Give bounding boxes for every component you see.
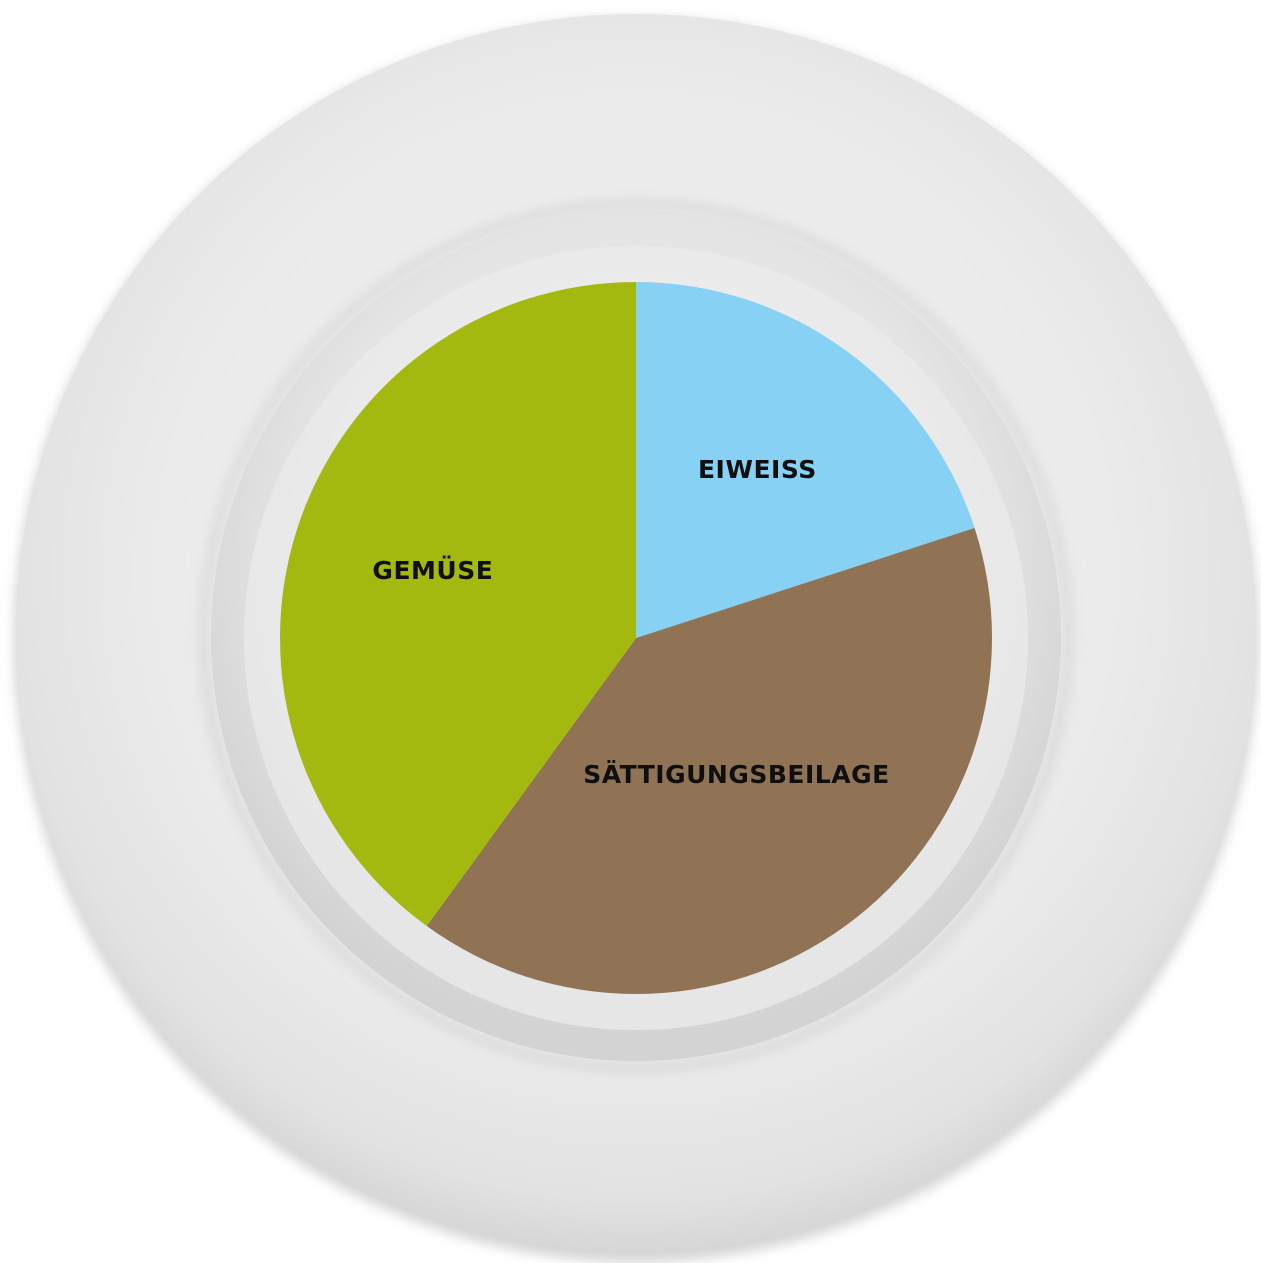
plate-rim-edge xyxy=(199,199,1073,1073)
pie-chart xyxy=(279,282,993,995)
pie-slice-gemuse xyxy=(279,282,636,927)
slice-label: GEMÜSE xyxy=(372,555,493,585)
pie-slice-eiweiss xyxy=(636,282,975,638)
slice-label: EIWEISS xyxy=(698,455,817,484)
pie-slice-sattigungsbeilage xyxy=(426,527,993,995)
pie-labels: EIWEISS SÄTTIGUNGSBEILAGE GEMÜSE xyxy=(372,455,889,789)
slice-label: SÄTTIGUNGSBEILAGE xyxy=(583,759,889,789)
